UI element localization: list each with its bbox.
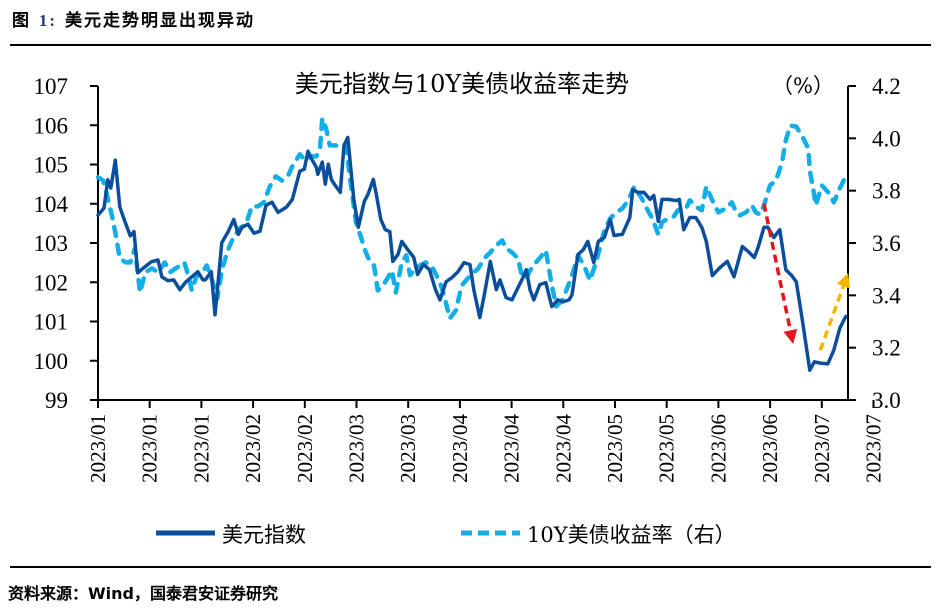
legend-label-dxy: 美元指数 bbox=[222, 523, 306, 547]
x-tick-label: 2023/02 bbox=[241, 414, 265, 483]
left-tick-label: 102 bbox=[34, 270, 69, 295]
right-tick-label: 3.4 bbox=[872, 283, 901, 308]
figure-title-text: 美元走势明显出现异动 bbox=[65, 11, 256, 31]
figure-title: 图 1: 美元走势明显出现异动 bbox=[12, 6, 255, 31]
left-tick-label: 104 bbox=[34, 192, 69, 217]
series-line-dxy bbox=[96, 135, 848, 372]
x-tick-label: 2023/07 bbox=[810, 414, 834, 483]
right-tick-label: 4.0 bbox=[872, 126, 901, 151]
x-tick-label: 2023/04 bbox=[500, 414, 524, 483]
x-tick-label: 2023/05 bbox=[655, 414, 679, 483]
x-tick-label: 2023/01 bbox=[189, 414, 213, 483]
figure-label: 图 bbox=[12, 11, 31, 31]
axes: 99 100 101 102 103 104 105 106 107 3.0 3.2 3.4 3.6 3.… bbox=[34, 74, 902, 483]
x-tick-label: 2023/04 bbox=[551, 414, 575, 483]
x-tick-label: 2023/06 bbox=[758, 414, 782, 483]
right-tick-label: 3.0 bbox=[872, 388, 901, 413]
source-note: 资料来源：Wind，国泰君安证券研究 bbox=[8, 584, 278, 603]
x-tick-label: 2023/05 bbox=[603, 414, 627, 483]
legend: 美元指数 10Y美债收益率（右） bbox=[156, 523, 736, 547]
left-tick-label: 105 bbox=[34, 153, 69, 178]
series-layer bbox=[95, 116, 849, 372]
right-tick-label: 3.8 bbox=[872, 179, 901, 204]
right-tick-label: 4.2 bbox=[872, 74, 901, 99]
x-tick-label: 2023/02 bbox=[293, 414, 317, 483]
x-tick-label: 2023/07 bbox=[862, 414, 886, 483]
x-tick-label: 2023/01 bbox=[86, 414, 110, 483]
left-tick-label: 101 bbox=[34, 310, 69, 335]
left-tick-label: 107 bbox=[34, 74, 69, 99]
annotation-layer bbox=[762, 203, 850, 351]
chart-title: 美元指数与10Y美债收益率走势 bbox=[295, 70, 629, 98]
right-axis-unit: （%） bbox=[772, 74, 834, 98]
left-tick-label: 100 bbox=[34, 349, 69, 374]
x-tick-label: 2023/03 bbox=[345, 414, 369, 483]
annotation-arrow-up bbox=[818, 273, 850, 351]
x-tick-label: 2023/01 bbox=[138, 414, 162, 483]
legend-label-yield: 10Y美债收益率（右） bbox=[527, 523, 736, 547]
x-tick-label: 2023/06 bbox=[706, 414, 730, 483]
left-tick-label: 99 bbox=[45, 388, 68, 413]
x-tick-label: 2023/04 bbox=[448, 414, 472, 483]
left-tick-label: 106 bbox=[34, 113, 69, 138]
annotation-arrow-down bbox=[762, 203, 798, 345]
figure-number: 1: bbox=[38, 11, 58, 30]
top-rule bbox=[10, 44, 931, 46]
right-tick-label: 3.6 bbox=[872, 231, 901, 256]
x-tick-label: 2023/03 bbox=[396, 414, 420, 483]
left-tick-label: 103 bbox=[34, 231, 69, 256]
bottom-rule bbox=[10, 566, 931, 568]
right-tick-label: 3.2 bbox=[872, 336, 901, 361]
